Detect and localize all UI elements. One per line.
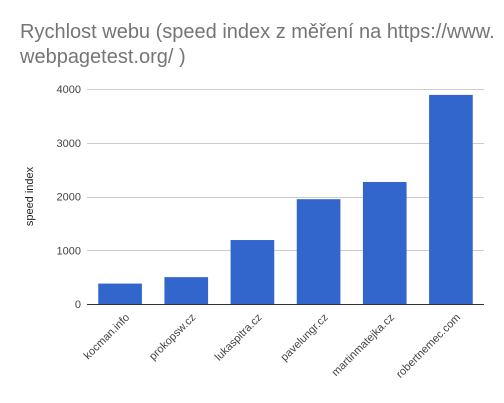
x-tick-label: prokopsw.cz	[147, 312, 198, 363]
x-tick-label: robertnemec.com	[394, 312, 463, 381]
bar	[296, 199, 341, 304]
x-tick-label: lukaspitra.cz	[213, 312, 265, 364]
bar	[164, 277, 209, 304]
y-tick-label: 3000	[57, 138, 81, 150]
bar	[362, 181, 407, 304]
gridlines	[87, 89, 484, 251]
y-tick-label: 4000	[57, 84, 81, 96]
chart-title: Rychlost webu (speed index z měření na h…	[20, 20, 502, 70]
chart-title-line-1: Rychlost webu (speed index z měření na h…	[20, 21, 495, 43]
y-tick-label: 2000	[57, 192, 81, 204]
x-tick-label: kocman.info	[82, 312, 132, 362]
chart-title-line-2: webpagetest.org/ )	[20, 46, 186, 68]
y-tick-label: 1000	[57, 245, 81, 257]
bars	[98, 94, 473, 304]
x-tick-labels: kocman.info prokopsw.cz lukaspitra.cz pavel…	[82, 312, 463, 381]
y-axis-title: speed index	[24, 166, 36, 226]
x-tick-label: pavelungr.cz	[279, 312, 331, 364]
y-tick-label: 0	[75, 299, 81, 311]
x-tick-label: martinmatejka.cz	[330, 312, 397, 379]
bar	[98, 283, 142, 304]
bar	[230, 240, 275, 304]
y-tick-labels: 0 1000 2000 3000 4000	[57, 84, 81, 311]
bar	[429, 94, 473, 304]
